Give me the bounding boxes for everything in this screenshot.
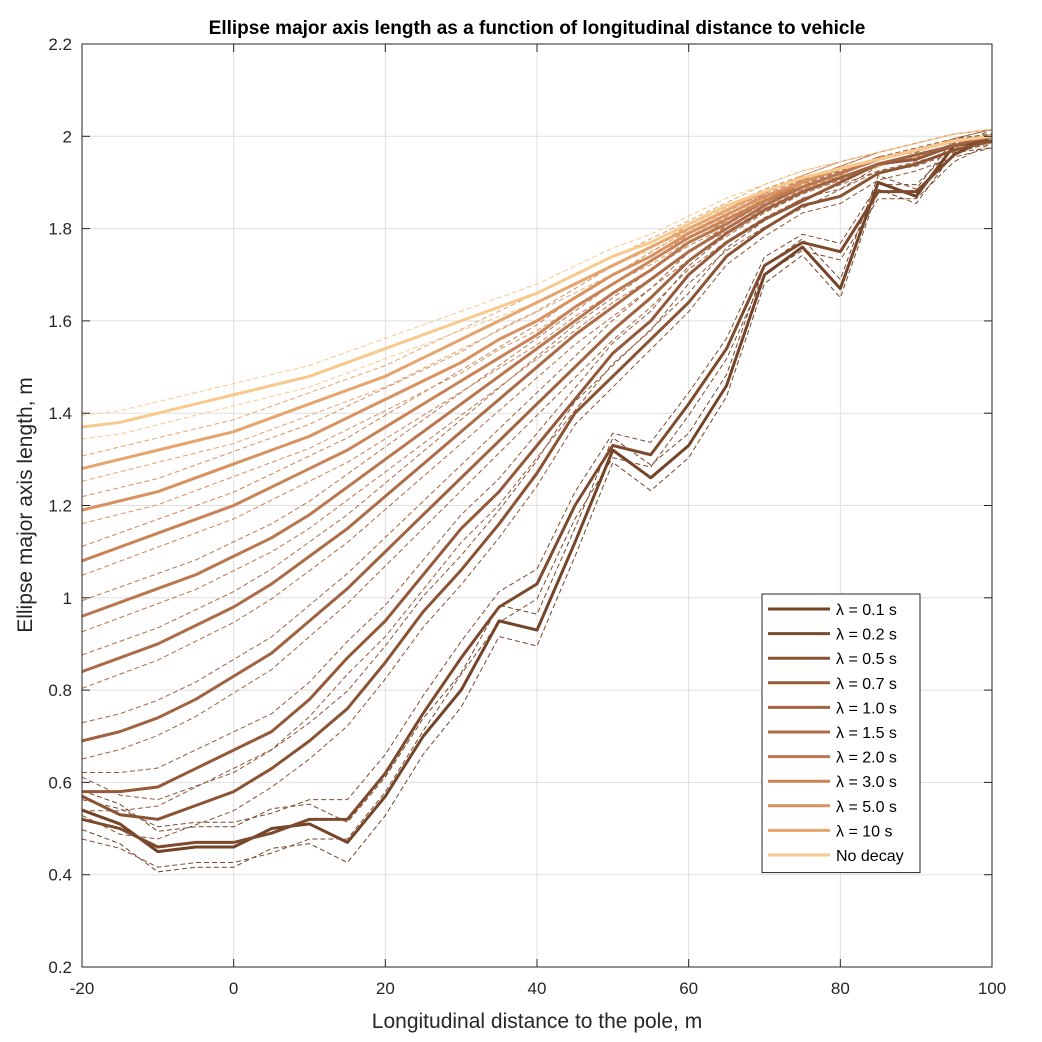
series-lower-bound (82, 142, 993, 812)
series-lower-bound (81, 142, 993, 760)
x-tick-label: 40 (528, 979, 547, 998)
series-upper-bound (81, 128, 993, 416)
legend-label: λ = 5.0 s (836, 799, 897, 816)
legend-label: λ = 1.5 s (836, 725, 897, 742)
series-lower-bound (81, 147, 993, 840)
x-tick-label: 20 (376, 979, 395, 998)
series-line (81, 139, 993, 854)
series-upper-bound (81, 128, 993, 828)
y-tick-label: 1.6 (48, 312, 72, 331)
series-line (81, 134, 993, 618)
y-tick-label: 0.4 (48, 866, 72, 885)
legend-label: λ = 0.2 s (836, 627, 897, 644)
x-tick-label: 80 (831, 979, 850, 998)
x-tick-label: -20 (70, 979, 95, 998)
y-tick-label: 0.8 (48, 681, 72, 700)
y-tick-label: 2.2 (48, 35, 72, 54)
legend-label: λ = 0.1 s (836, 602, 897, 619)
y-tick-label: 0.2 (48, 958, 72, 977)
y-tick-label: 0.6 (48, 773, 72, 792)
series-upper-bound (81, 128, 993, 602)
series-lower-bound (81, 147, 993, 873)
x-tick-label: 100 (978, 979, 1006, 998)
series-lower-bound (81, 142, 993, 482)
y-tick-label: 1.4 (48, 404, 72, 423)
x-tick-label: 60 (679, 979, 698, 998)
legend-label: λ = 10 s (836, 823, 892, 840)
series-line (81, 139, 993, 821)
series-upper-bound (81, 128, 993, 656)
series-line (81, 134, 993, 429)
y-tick-label: 1.8 (48, 220, 72, 239)
legend-label: No decay (836, 848, 904, 865)
x-tick-label: 0 (229, 979, 238, 998)
confidence-bands (81, 128, 993, 873)
y-tick-label: 1.2 (48, 497, 72, 516)
y-tick-label: 2 (63, 127, 72, 146)
axis-ticks: -20 0 20 40 60 80 100 0.2 0.4 0.6 0.8 1 1.2 1.4 1.6 1.8… (48, 35, 1006, 998)
chart-title: Ellipse major axis length as a function … (209, 18, 866, 39)
y-axis-label: Ellipse major axis length, m (14, 377, 37, 633)
y-tick-label: 1 (63, 589, 72, 608)
series-line (81, 134, 993, 849)
series-upper-bound (81, 133, 993, 801)
legend-label: λ = 2.0 s (836, 750, 897, 767)
series-line (81, 134, 993, 743)
series-lines (81, 134, 993, 854)
legend-label: λ = 0.7 s (836, 676, 897, 693)
series-upper-bound (81, 133, 993, 832)
x-axis-label: Longitudinal distance to the pole, m (372, 1010, 702, 1033)
legend-label: λ = 1.0 s (836, 700, 897, 717)
series-lower-bound (81, 142, 993, 633)
series-lower-bound (81, 142, 993, 868)
legend: λ = 0.1 s λ = 0.2 s λ = 0.5 s λ = 0.7 s λ = … (761, 593, 921, 874)
series-upper-bound (81, 128, 993, 724)
series-lower-bound (81, 142, 993, 525)
series-line (82, 134, 993, 794)
legend-label: λ = 0.5 s (836, 651, 897, 668)
series-upper-bound (81, 128, 993, 547)
legend-label: λ = 3.0 s (836, 774, 897, 791)
